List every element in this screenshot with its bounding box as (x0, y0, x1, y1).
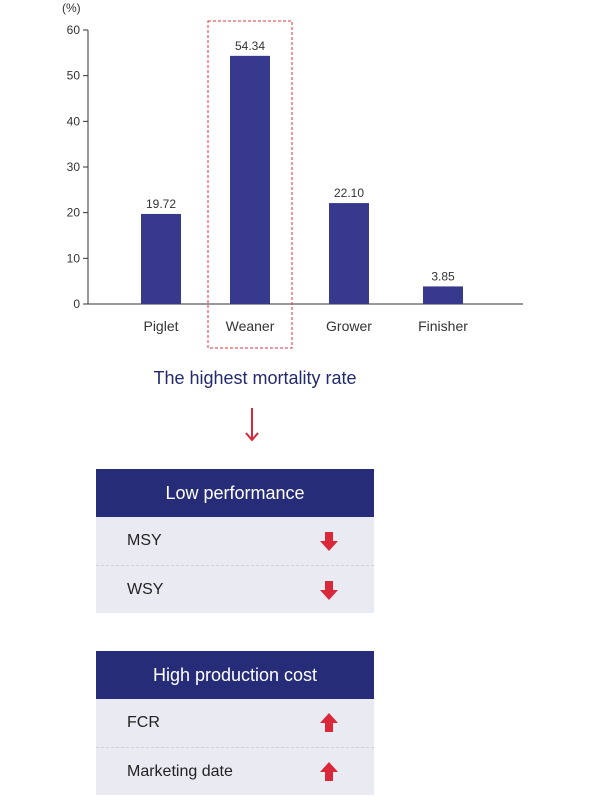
high-production-cost-panel: High production cost FCR Marketing date (96, 651, 374, 795)
y-tick-label: 50 (67, 69, 81, 83)
bar-grower (329, 203, 369, 304)
x-tick-label-finisher: Finisher (418, 318, 468, 334)
panel-title: High production cost (96, 651, 374, 699)
x-tick-label-weaner: Weaner (226, 318, 275, 334)
metric-label: MSY (127, 532, 162, 549)
arrow-up-icon (320, 713, 338, 732)
metric-row-fcr: FCR (96, 699, 374, 747)
y-tick-label: 0 (73, 297, 80, 311)
metric-row-wsy: WSY (96, 565, 374, 613)
data-label-piglet: 19.72 (146, 197, 176, 211)
metric-label: WSY (127, 580, 164, 598)
low-performance-panel: Low performance MSY WSY (96, 469, 374, 613)
y-unit-label: (%) (62, 1, 81, 15)
panel-title: Low performance (96, 469, 374, 517)
y-tick-label: 10 (67, 251, 81, 265)
y-tick-label: 20 (67, 206, 81, 220)
arrow-up-icon (320, 761, 338, 781)
metric-label: Marketing date (127, 762, 233, 780)
y-tick-label: 40 (67, 114, 81, 128)
data-label-grower: 22.10 (334, 186, 364, 200)
mortality-bar-chart: (%) 0 10 20 30 40 50 60 Piglet Weaner Grower Finis… (62, 1, 523, 349)
x-tick-label-grower: Grower (326, 318, 372, 334)
metric-row-marketing-date: Marketing date (96, 747, 374, 795)
bar-finisher (423, 286, 463, 304)
highlight-box-group (207, 20, 293, 349)
arrow-down-icon (320, 532, 338, 551)
data-label-finisher: 3.85 (431, 269, 455, 283)
arrow-down-icon (320, 580, 338, 600)
metric-row-msy: MSY (96, 517, 374, 565)
metric-label: FCR (127, 714, 160, 731)
x-tick-label-piglet: Piglet (143, 318, 178, 334)
bar-weaner (230, 55, 270, 304)
highlight-box (207, 20, 293, 349)
bar-piglet (141, 213, 181, 304)
arrow-down-icon (245, 408, 259, 442)
bars: 19.72 54.34 22.10 3.85 (141, 39, 463, 304)
y-tick-label: 60 (67, 23, 81, 37)
data-label-weaner: 54.34 (235, 39, 265, 53)
x-axis: Piglet Weaner Grower Finisher (88, 303, 523, 334)
y-axis: (%) 0 10 20 30 40 50 60 (62, 1, 89, 311)
y-tick-label: 30 (67, 160, 81, 174)
headline: The highest mortality rate (153, 368, 357, 388)
